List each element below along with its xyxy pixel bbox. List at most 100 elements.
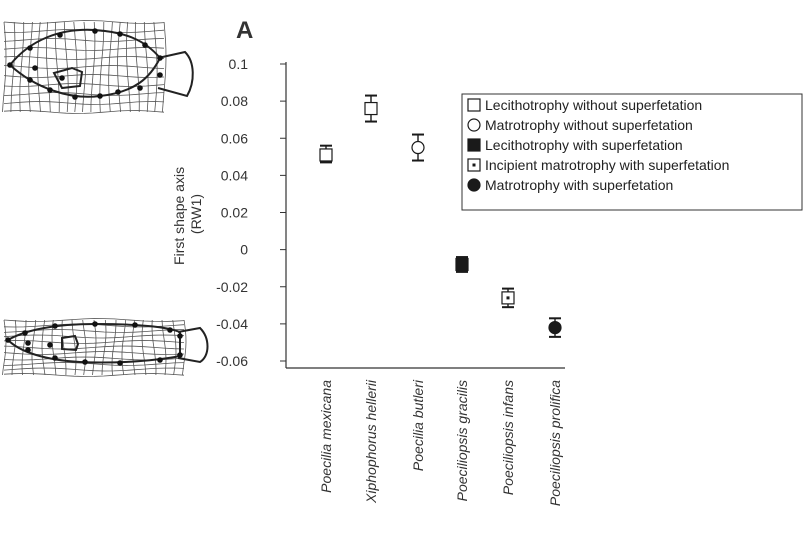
data-point-marker — [501, 291, 515, 305]
category-label: Xiphophorus hellerii — [363, 379, 379, 504]
landmark-dot — [25, 347, 31, 353]
y-tick-label: -0.02 — [216, 279, 248, 295]
fish-tail — [177, 326, 209, 364]
grid-line-vertical — [19, 22, 25, 113]
grid-line-vertical — [117, 21, 121, 113]
legend-marker — [467, 178, 481, 192]
data-point-group — [501, 287, 515, 309]
landmark-dot — [52, 355, 58, 361]
legend-box — [461, 93, 803, 211]
data-point-marker — [548, 320, 562, 335]
data-point-group — [364, 94, 378, 123]
y-axis-label: First shape axis (RW1) — [171, 163, 204, 265]
grid-line-horizontal — [3, 83, 165, 87]
legend-label: Matrotrophy with superfetation — [485, 177, 673, 193]
data-point-marker — [319, 148, 333, 162]
y-tick-label: 0.08 — [221, 93, 248, 109]
legend-marker — [467, 98, 481, 112]
grid-line-vertical — [182, 319, 187, 376]
landmark-dot — [27, 77, 33, 83]
grid-line-vertical — [37, 21, 41, 113]
grid-line-vertical — [172, 319, 177, 376]
panel-label: A — [236, 17, 253, 44]
data-point-group — [411, 133, 425, 162]
grid-line-horizontal — [3, 340, 185, 344]
grid-line-vertical — [61, 319, 67, 376]
landmark-dot — [7, 62, 13, 68]
grid-line-horizontal — [3, 345, 185, 350]
landmark-dot — [82, 359, 88, 365]
y-tick-label: -0.04 — [216, 316, 248, 332]
legend-entry: Incipient matrotrophy with superfetation — [467, 157, 729, 173]
landmark-dot — [117, 360, 123, 366]
landmark-dot — [177, 333, 183, 339]
grid-line-horizontal — [3, 110, 165, 114]
data-points — [319, 94, 562, 338]
landmark-dot — [5, 337, 11, 343]
grid-line-vertical — [101, 319, 107, 376]
category-label: Poecilia butleri — [410, 379, 426, 471]
landmark-dot — [32, 65, 38, 71]
grid-line-horizontal — [3, 65, 165, 69]
legend: Lecithotrophy without superfetation Matro… — [461, 93, 803, 211]
landmark-dot — [22, 330, 28, 336]
data-point-group — [548, 317, 562, 338]
landmark-dot — [25, 340, 31, 346]
legend-label: Lecithotrophy with superfetation — [485, 137, 683, 153]
grid-line-vertical — [131, 319, 136, 376]
fish-outline — [6, 322, 181, 364]
grid-line-horizontal — [3, 367, 185, 372]
fish-tail — [157, 50, 194, 98]
grid-line-vertical — [54, 21, 60, 113]
y-axis-label-line-2: (RW1) — [188, 194, 204, 234]
grid-line-vertical — [111, 319, 117, 376]
legend-entry: Lecithotrophy with superfetation — [467, 137, 683, 153]
fish-eye-outline — [61, 334, 80, 352]
landmark-dot — [157, 357, 163, 363]
landmark-dot — [52, 323, 58, 329]
legend-label: Incipient matrotrophy with superfetation — [485, 157, 729, 173]
grid-line-horizontal — [3, 101, 165, 105]
landmark-dot — [57, 32, 63, 38]
legend-marker — [467, 138, 481, 152]
grid-line-vertical — [125, 21, 131, 113]
data-point-marker — [364, 101, 378, 116]
category-label: Poecilia mexicana — [318, 380, 334, 493]
grid-line-horizontal — [3, 56, 165, 60]
landmark-dot — [142, 42, 148, 48]
grid-line-vertical — [2, 319, 7, 376]
data-point-marker-dot — [506, 296, 510, 300]
grid-line-horizontal — [3, 74, 165, 78]
data-point-group — [455, 256, 469, 273]
grid-line-vertical — [90, 21, 96, 113]
data-point-marker — [411, 140, 425, 155]
grid-line-vertical — [63, 21, 69, 113]
y-tick-label: 0.1 — [229, 56, 249, 72]
landmark-dot — [27, 45, 33, 51]
grid-line-vertical — [141, 319, 147, 376]
legend-marker — [467, 158, 481, 172]
legend-entry: Matrotrophy with superfetation — [467, 177, 673, 193]
category-label: Poeciliopsis prolifica — [547, 380, 563, 506]
grid-line-horizontal — [3, 362, 185, 366]
legend-label: Lecithotrophy without superfetation — [485, 97, 702, 113]
grid-line-horizontal — [3, 92, 165, 96]
legend-marker-dot — [472, 163, 476, 167]
legend-marker — [467, 118, 481, 132]
landmark-dot — [92, 321, 98, 327]
landmark-dot — [157, 55, 163, 61]
landmark-dot — [97, 93, 103, 99]
legend-entry: Lecithotrophy without superfetation — [467, 97, 702, 113]
grid-line-horizontal — [3, 318, 185, 322]
y-axis-label-line-1: First shape axis — [171, 167, 187, 265]
landmark-dot — [47, 342, 53, 348]
landmark-dot — [137, 85, 143, 91]
grid-line-vertical — [153, 21, 158, 113]
grid-line-vertical — [21, 319, 27, 376]
landmark-dot — [47, 87, 53, 93]
landmark-dot — [157, 72, 163, 78]
landmark-dot — [132, 322, 138, 328]
data-point-marker — [455, 257, 469, 272]
fish-eye-outline — [52, 66, 84, 90]
